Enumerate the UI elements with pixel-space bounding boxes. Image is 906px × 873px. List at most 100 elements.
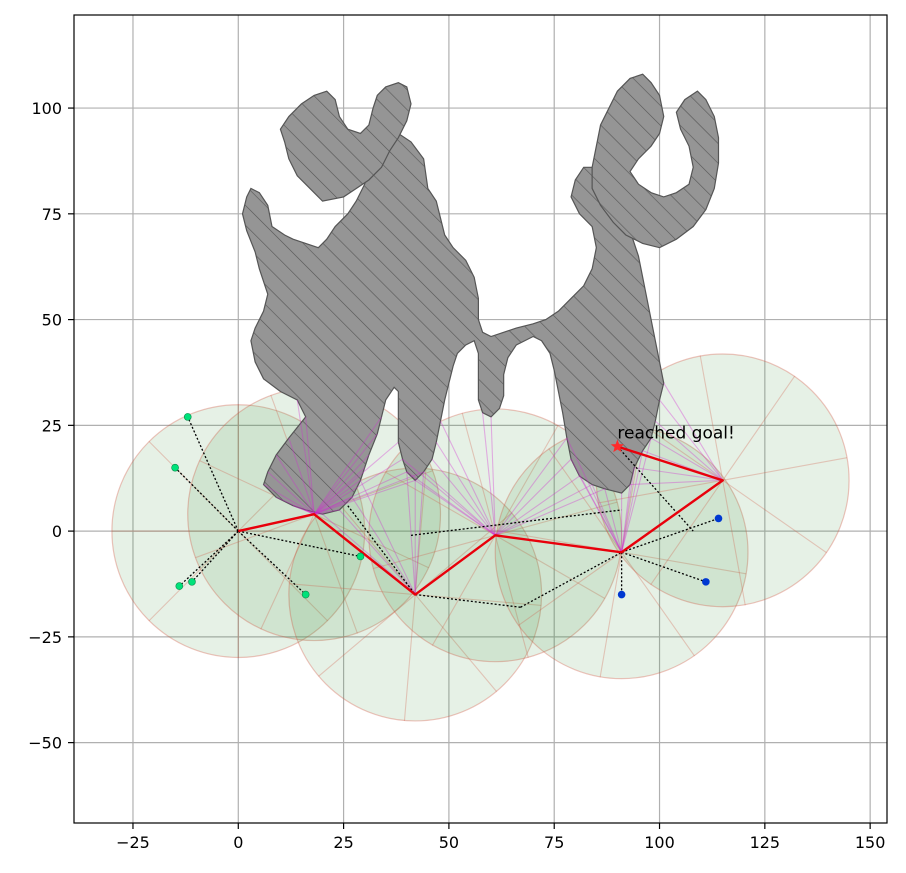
- sensing-spoke: [699, 355, 724, 481]
- visibility-ray: [604, 488, 623, 553]
- visibility-ray: [663, 382, 724, 481]
- visibility-ray: [431, 458, 496, 536]
- y-tick-label: 25: [42, 416, 62, 435]
- sensing-spoke: [598, 479, 723, 504]
- y-tick-label: −50: [28, 734, 62, 753]
- sensing-spoke: [621, 551, 747, 575]
- goal-marker: [610, 439, 625, 453]
- visibility-ray: [402, 458, 496, 536]
- sample-link: [410, 509, 622, 536]
- visibility-ray: [494, 475, 580, 536]
- visibility-ray: [313, 471, 424, 515]
- visibility-ray: [570, 458, 623, 553]
- sensing-spoke: [599, 552, 623, 678]
- sensing-spoke: [333, 497, 416, 595]
- obstacle-hatch: [592, 74, 719, 248]
- visibility-ray: [654, 420, 724, 481]
- visibility-ray: [414, 471, 425, 595]
- visibility-fans: [263, 382, 724, 595]
- visibility-ray: [621, 484, 631, 553]
- planned-path: [238, 445, 724, 596]
- y-tick-label: 75: [42, 205, 62, 224]
- visibility-ray: [275, 454, 315, 515]
- visibility-ray: [630, 479, 723, 486]
- sensing-spoke: [518, 551, 622, 626]
- visibility-ray: [579, 475, 623, 553]
- visibility-ray: [305, 416, 315, 515]
- sample-link: [237, 530, 307, 596]
- sensing-spoke: [722, 479, 827, 554]
- sample-points: [171, 413, 723, 599]
- sensing-spoke: [313, 513, 358, 634]
- sample-link: [415, 593, 521, 608]
- visibility-ray: [494, 458, 572, 536]
- visibility-ray: [351, 496, 416, 595]
- obstacle-hatch: [280, 82, 411, 202]
- plot-frame: [73, 14, 888, 824]
- visibility-ray: [621, 437, 652, 553]
- visibility-ray: [650, 437, 723, 481]
- visibility-ray: [359, 480, 416, 595]
- sensing-spoke: [431, 535, 496, 646]
- obstacle-hatch: [242, 116, 664, 515]
- visibility-ray: [313, 441, 399, 515]
- visibility-ray: [621, 467, 635, 553]
- visibility-ray: [313, 433, 378, 515]
- sensing-spoke: [414, 468, 427, 595]
- visibility-ray: [591, 484, 623, 553]
- sample-link: [347, 505, 416, 595]
- sensing-spoke: [495, 501, 618, 536]
- goal-sample-point: [617, 590, 626, 599]
- visibility-ray: [634, 467, 723, 481]
- path-line: [238, 445, 724, 596]
- visibility-ray: [313, 458, 403, 515]
- visibility-ray: [435, 441, 496, 536]
- visibility-ray: [494, 437, 568, 536]
- visibility-ray: [490, 416, 496, 536]
- sample-link: [191, 530, 239, 583]
- x-tick-label: 25: [333, 833, 353, 852]
- sensing-spoke: [494, 534, 606, 599]
- visibility-ray: [296, 399, 315, 515]
- visibility-ray: [406, 471, 416, 595]
- sensing-spoke: [318, 594, 416, 677]
- visibility-ray: [313, 416, 382, 515]
- sensing-spoke: [494, 535, 529, 658]
- x-tick-label: 100: [644, 833, 675, 852]
- x-tick-label: 75: [544, 833, 564, 852]
- start-sample-point: [183, 413, 192, 421]
- sensing-spoke: [722, 480, 746, 606]
- sensing-spoke: [385, 471, 496, 536]
- y-tick-label: 0: [52, 522, 62, 541]
- visibility-ray: [494, 484, 593, 536]
- visibility-ray: [566, 437, 623, 553]
- goal-annotation: reached goal!: [617, 423, 734, 443]
- visibility-ray: [423, 471, 496, 536]
- goal-sample-point: [714, 514, 723, 523]
- obstacles: [241, 73, 720, 515]
- sensing-spoke: [621, 551, 695, 657]
- x-tick-label: 0: [233, 833, 243, 852]
- visibility-ray: [482, 412, 496, 536]
- sample-link: [520, 551, 622, 608]
- y-tick-label: 100: [31, 99, 62, 118]
- axis-ticks: −25 0 25 50 75 100 125 150 −50 −25 0 25 50 75 100: [28, 99, 885, 852]
- visibility-ray: [313, 454, 370, 515]
- sensing-spoke: [722, 457, 848, 481]
- sample-link: [238, 530, 361, 558]
- sensing-spoke: [289, 583, 416, 596]
- visibility-ray: [313, 467, 366, 515]
- visibility-ray: [414, 479, 496, 536]
- visibility-ray: [313, 471, 408, 515]
- sensing-spoke: [461, 412, 496, 536]
- start-sample-point: [188, 578, 196, 586]
- sensing-spoke: [494, 424, 559, 536]
- x-tick-label: 125: [750, 833, 781, 852]
- start-sample-point: [171, 463, 179, 472]
- x-tick-label: −25: [116, 833, 150, 852]
- sample-link: [621, 517, 719, 553]
- grid: [74, 15, 887, 823]
- visibility-ray: [292, 505, 315, 515]
- y-tick-label: −25: [28, 628, 62, 647]
